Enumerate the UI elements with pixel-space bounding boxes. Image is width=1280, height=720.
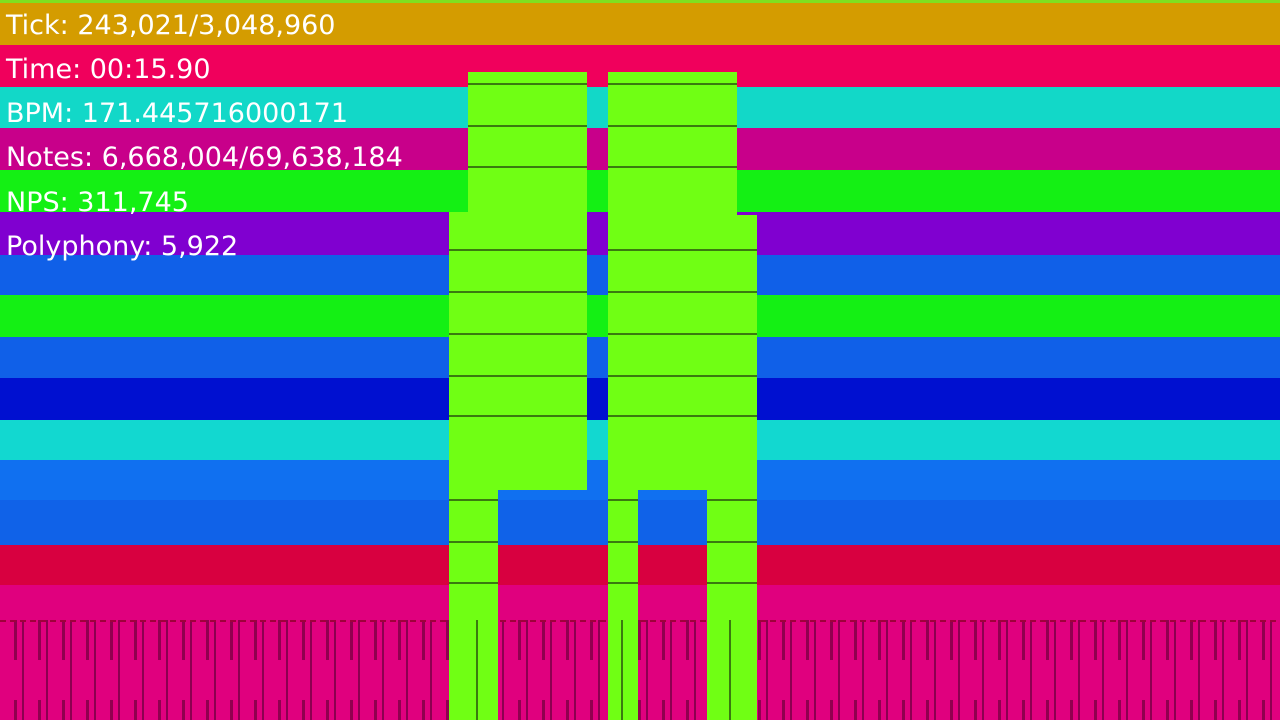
stats-overlay: Tick: 243,021/3,048,960 Time: 00:15.90 B… xyxy=(5,10,403,262)
green-notes xyxy=(449,72,757,720)
note-dividers xyxy=(449,83,757,720)
stat-time: Time: 00:15.90 xyxy=(5,54,211,85)
stat-polyphony: Polyphony: 5,922 xyxy=(6,231,238,262)
stat-notes: Notes: 6,668,004/69,638,184 xyxy=(6,142,403,173)
stat-nps: NPS: 311,745 xyxy=(6,187,189,218)
stat-tick: Tick: 243,021/3,048,960 xyxy=(5,10,335,41)
stat-bpm: BPM: 171.445716000171 xyxy=(6,98,348,129)
